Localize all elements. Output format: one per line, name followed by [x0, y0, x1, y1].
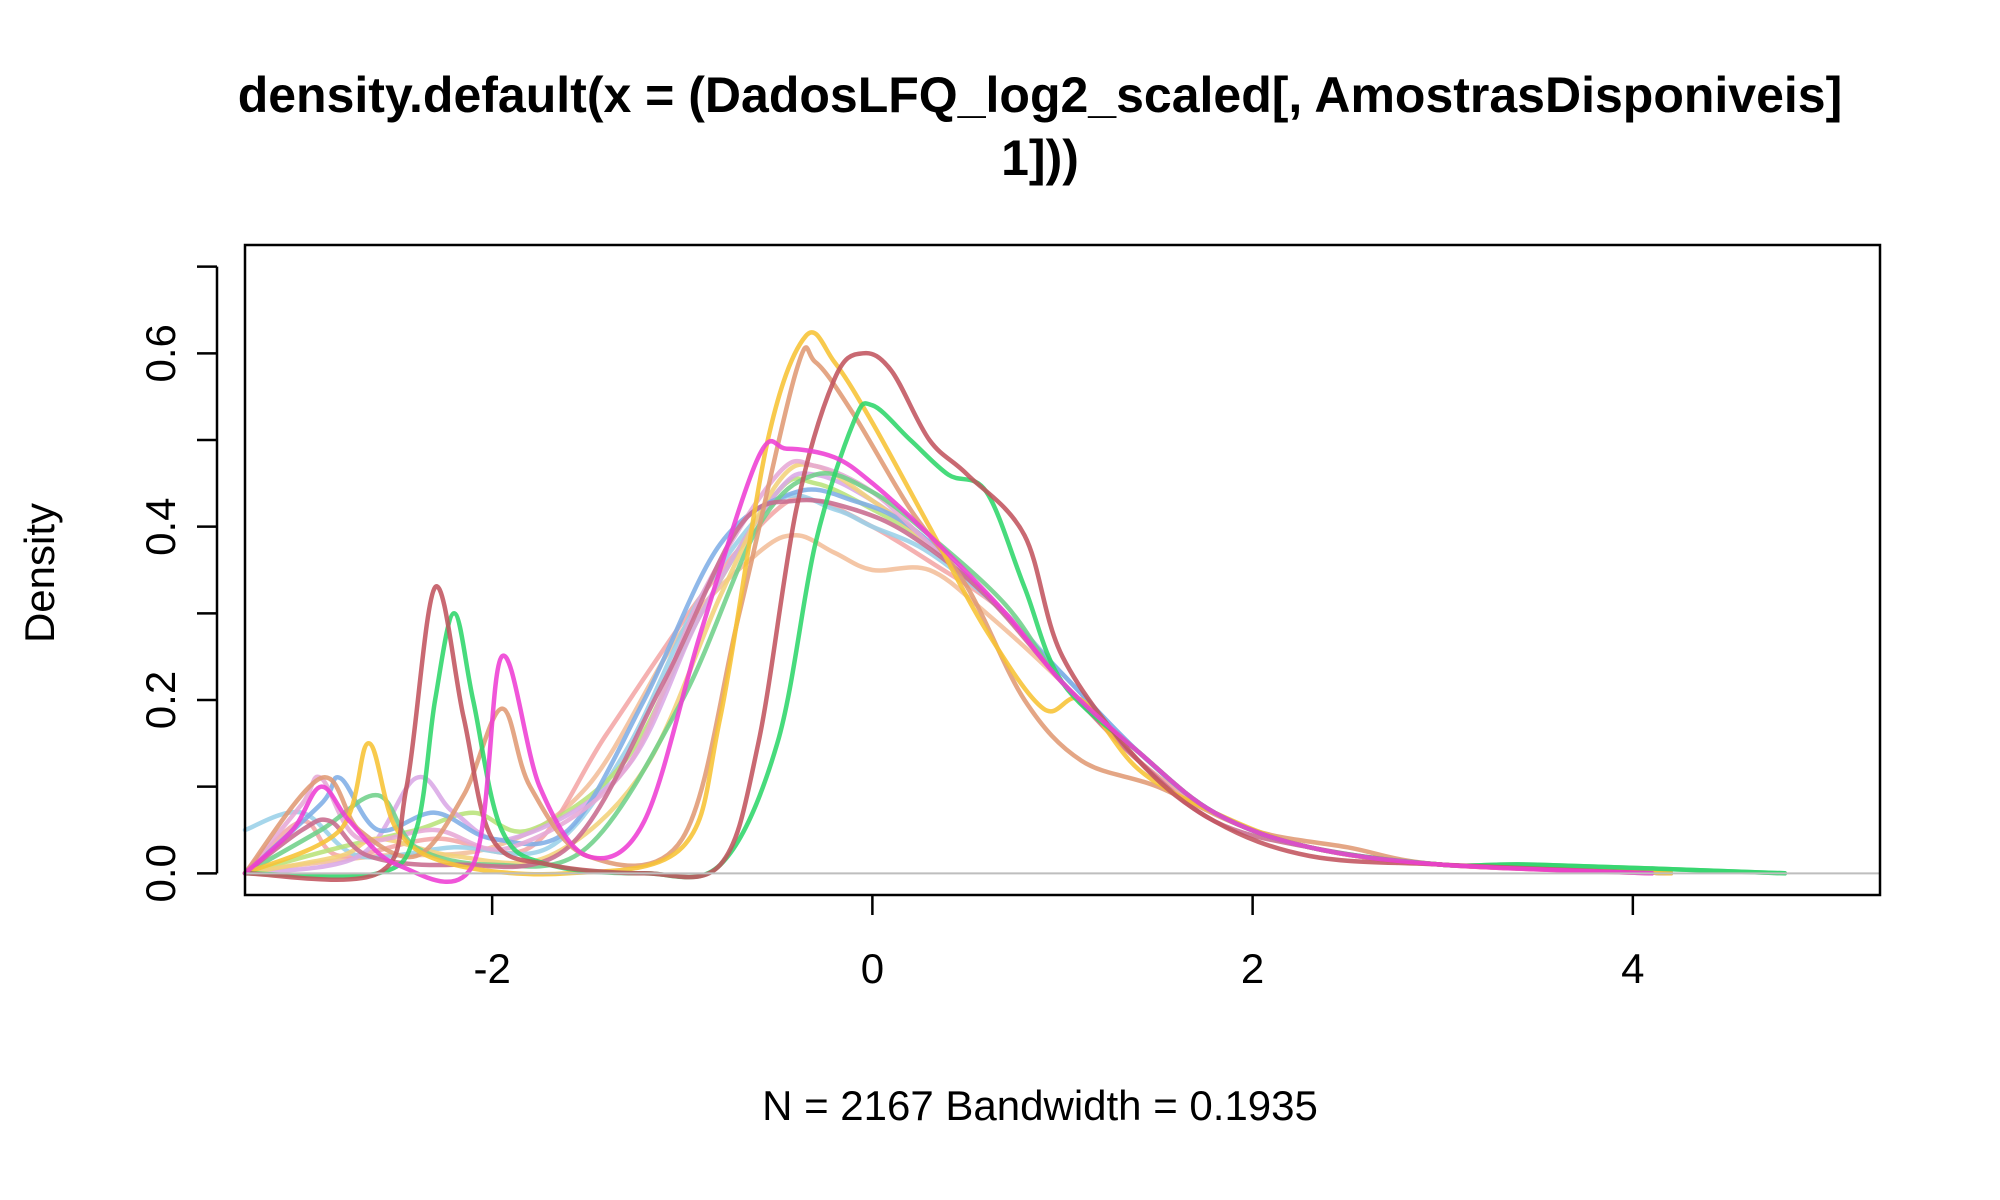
x-tick-label: 4: [1621, 945, 1644, 992]
density-curve-14: [242, 350, 1655, 882]
y-tick-label: 0.2: [137, 671, 184, 729]
x-tick-label: 2: [1241, 945, 1264, 992]
density-curve-15: [242, 439, 1655, 885]
y-tick-label: 0.4: [137, 498, 184, 556]
chart-title-line2: 1])): [1001, 130, 1079, 186]
axes-layer: -2 0 2 4 0.0 0.2 0.4 0.6: [137, 243, 1882, 992]
chart-title-line1: density.default(x = (DadosLFQ_log2_scale…: [238, 67, 1843, 123]
y-tick-label: 0.6: [137, 324, 184, 382]
series-layer: [242, 330, 1788, 885]
density-curve-8: [242, 458, 1674, 876]
x-axis-label: N = 2167 Bandwidth = 0.1935: [762, 1082, 1318, 1129]
density-curve-11: [242, 345, 1674, 876]
density-curve-6: [242, 462, 1674, 876]
y-tick-label: 0.0: [137, 844, 184, 902]
plot-frame: [243, 243, 1882, 897]
x-tick-label: -2: [473, 945, 510, 992]
x-tick-label: 0: [861, 945, 884, 992]
density-curve-12: [242, 330, 1674, 877]
y-axis-label: Density: [16, 503, 63, 643]
